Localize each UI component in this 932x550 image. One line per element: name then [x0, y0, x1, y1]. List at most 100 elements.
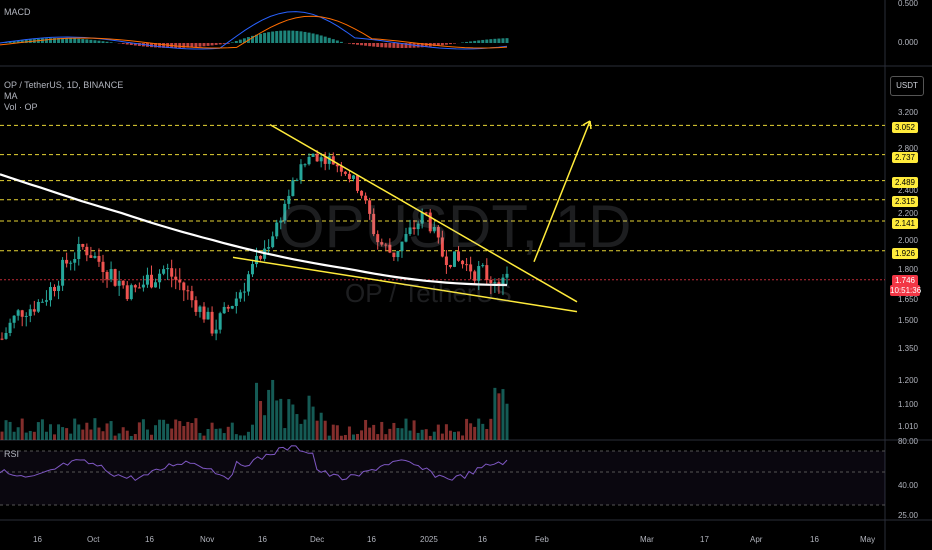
- level-badge: 1.926: [892, 248, 918, 259]
- volume-bar: [275, 400, 279, 440]
- volume-bar: [242, 435, 246, 440]
- symbol-line[interactable]: OP / TetherUS, 1D, BINANCE: [4, 80, 124, 90]
- macd-histogram-bar: [420, 43, 424, 48]
- candle-body: [376, 234, 380, 243]
- volume-bar: [505, 403, 509, 440]
- rsi-band: [0, 451, 885, 505]
- candle-body: [141, 284, 145, 288]
- candle-body: [44, 300, 48, 302]
- volume-bar: [89, 429, 93, 440]
- candle-body: [461, 260, 465, 265]
- candle-body: [186, 290, 190, 292]
- candle-body: [323, 157, 327, 164]
- macd-histogram-bar: [408, 43, 412, 48]
- candle-body: [117, 280, 121, 286]
- volume-bar: [93, 418, 97, 440]
- volume-bar: [198, 432, 202, 440]
- macd-histogram-bar: [368, 43, 372, 47]
- macd-histogram-bar: [190, 43, 194, 48]
- x-axis-tick: Apr: [750, 535, 763, 544]
- macd-histogram-bar: [250, 35, 254, 43]
- volume-bar: [158, 419, 162, 440]
- candle-body: [16, 310, 20, 316]
- volume-bar: [416, 432, 420, 440]
- volume-bar: [319, 412, 323, 440]
- volume-bar: [137, 422, 141, 440]
- volume-bar: [109, 421, 113, 440]
- candle-body: [40, 301, 44, 303]
- macd-histogram-bar: [384, 43, 388, 48]
- ma-label[interactable]: MA: [4, 91, 18, 101]
- macd-histogram-bar: [311, 33, 315, 43]
- level-badge: 3.052: [892, 122, 918, 133]
- volume-bar: [246, 431, 250, 440]
- volume-bar: [360, 430, 364, 440]
- x-axis-tick: Mar: [640, 535, 654, 544]
- volume-bar: [271, 379, 275, 440]
- candle-body: [420, 212, 424, 224]
- volume-bar: [279, 398, 283, 440]
- volume-bar: [32, 431, 36, 440]
- volume-bar: [40, 419, 44, 440]
- volume-label[interactable]: Vol · OP: [4, 102, 38, 112]
- volume-bar: [287, 399, 291, 440]
- macd-histogram-bar: [380, 43, 384, 48]
- volume-bar: [356, 433, 360, 440]
- candle-body: [73, 259, 77, 263]
- volume-bar: [218, 428, 222, 440]
- macd-histogram-bar: [101, 41, 105, 43]
- macd-histogram-bar: [283, 30, 287, 43]
- macd-histogram-bar: [489, 39, 493, 43]
- candle-body: [493, 282, 497, 284]
- macd-histogram-bar: [202, 43, 206, 47]
- volume-bar: [57, 424, 61, 440]
- macd-histogram-bar: [93, 40, 97, 43]
- macd-histogram-bar: [404, 43, 408, 48]
- macd-histogram-bar: [295, 30, 299, 43]
- candle-body: [36, 301, 40, 312]
- macd-histogram-bar: [8, 41, 12, 43]
- volume-bar: [129, 435, 133, 440]
- volume-bar: [210, 422, 214, 440]
- macd-histogram-bar: [436, 43, 440, 46]
- volume-bar: [24, 432, 28, 440]
- volume-bar: [16, 427, 20, 440]
- macd-histogram-bar: [400, 43, 404, 48]
- candle-body: [485, 265, 489, 280]
- volume-bar: [311, 406, 315, 440]
- currency-button[interactable]: USDT: [890, 76, 924, 96]
- candle-body: [226, 306, 230, 309]
- macd-histogram-bar: [105, 41, 109, 43]
- macd-histogram-bar: [12, 41, 16, 43]
- candle-body: [408, 227, 412, 235]
- macd-histogram-bar: [226, 43, 230, 44]
- macd-histogram-bar: [477, 40, 481, 43]
- candle-body: [24, 315, 28, 317]
- macd-histogram-bar: [364, 43, 368, 46]
- candle-body: [8, 322, 12, 333]
- volume-bar: [48, 424, 52, 440]
- volume-bar: [372, 424, 376, 440]
- volume-bar: [420, 429, 424, 440]
- candle-body: [351, 175, 355, 179]
- candle-body: [137, 287, 141, 289]
- x-axis-tick: 17: [700, 535, 709, 544]
- volume-bar: [307, 395, 311, 440]
- volume-bar: [121, 427, 125, 440]
- volume-bar: [477, 418, 481, 440]
- macd-histogram-bar: [351, 43, 355, 45]
- volume-bar: [73, 418, 77, 440]
- x-axis-tick: 16: [145, 535, 154, 544]
- macd-histogram-bar: [267, 32, 271, 43]
- candle-body: [145, 274, 149, 285]
- volume-bar: [412, 420, 416, 440]
- candle-body: [259, 255, 263, 259]
- volume-bar: [295, 414, 299, 440]
- candle-body: [501, 277, 505, 286]
- volume-bar: [113, 435, 117, 440]
- breakout-arrow: [533, 120, 591, 263]
- rsi-label: RSI: [4, 449, 20, 459]
- candle-body: [166, 268, 170, 270]
- candle-body: [319, 157, 323, 162]
